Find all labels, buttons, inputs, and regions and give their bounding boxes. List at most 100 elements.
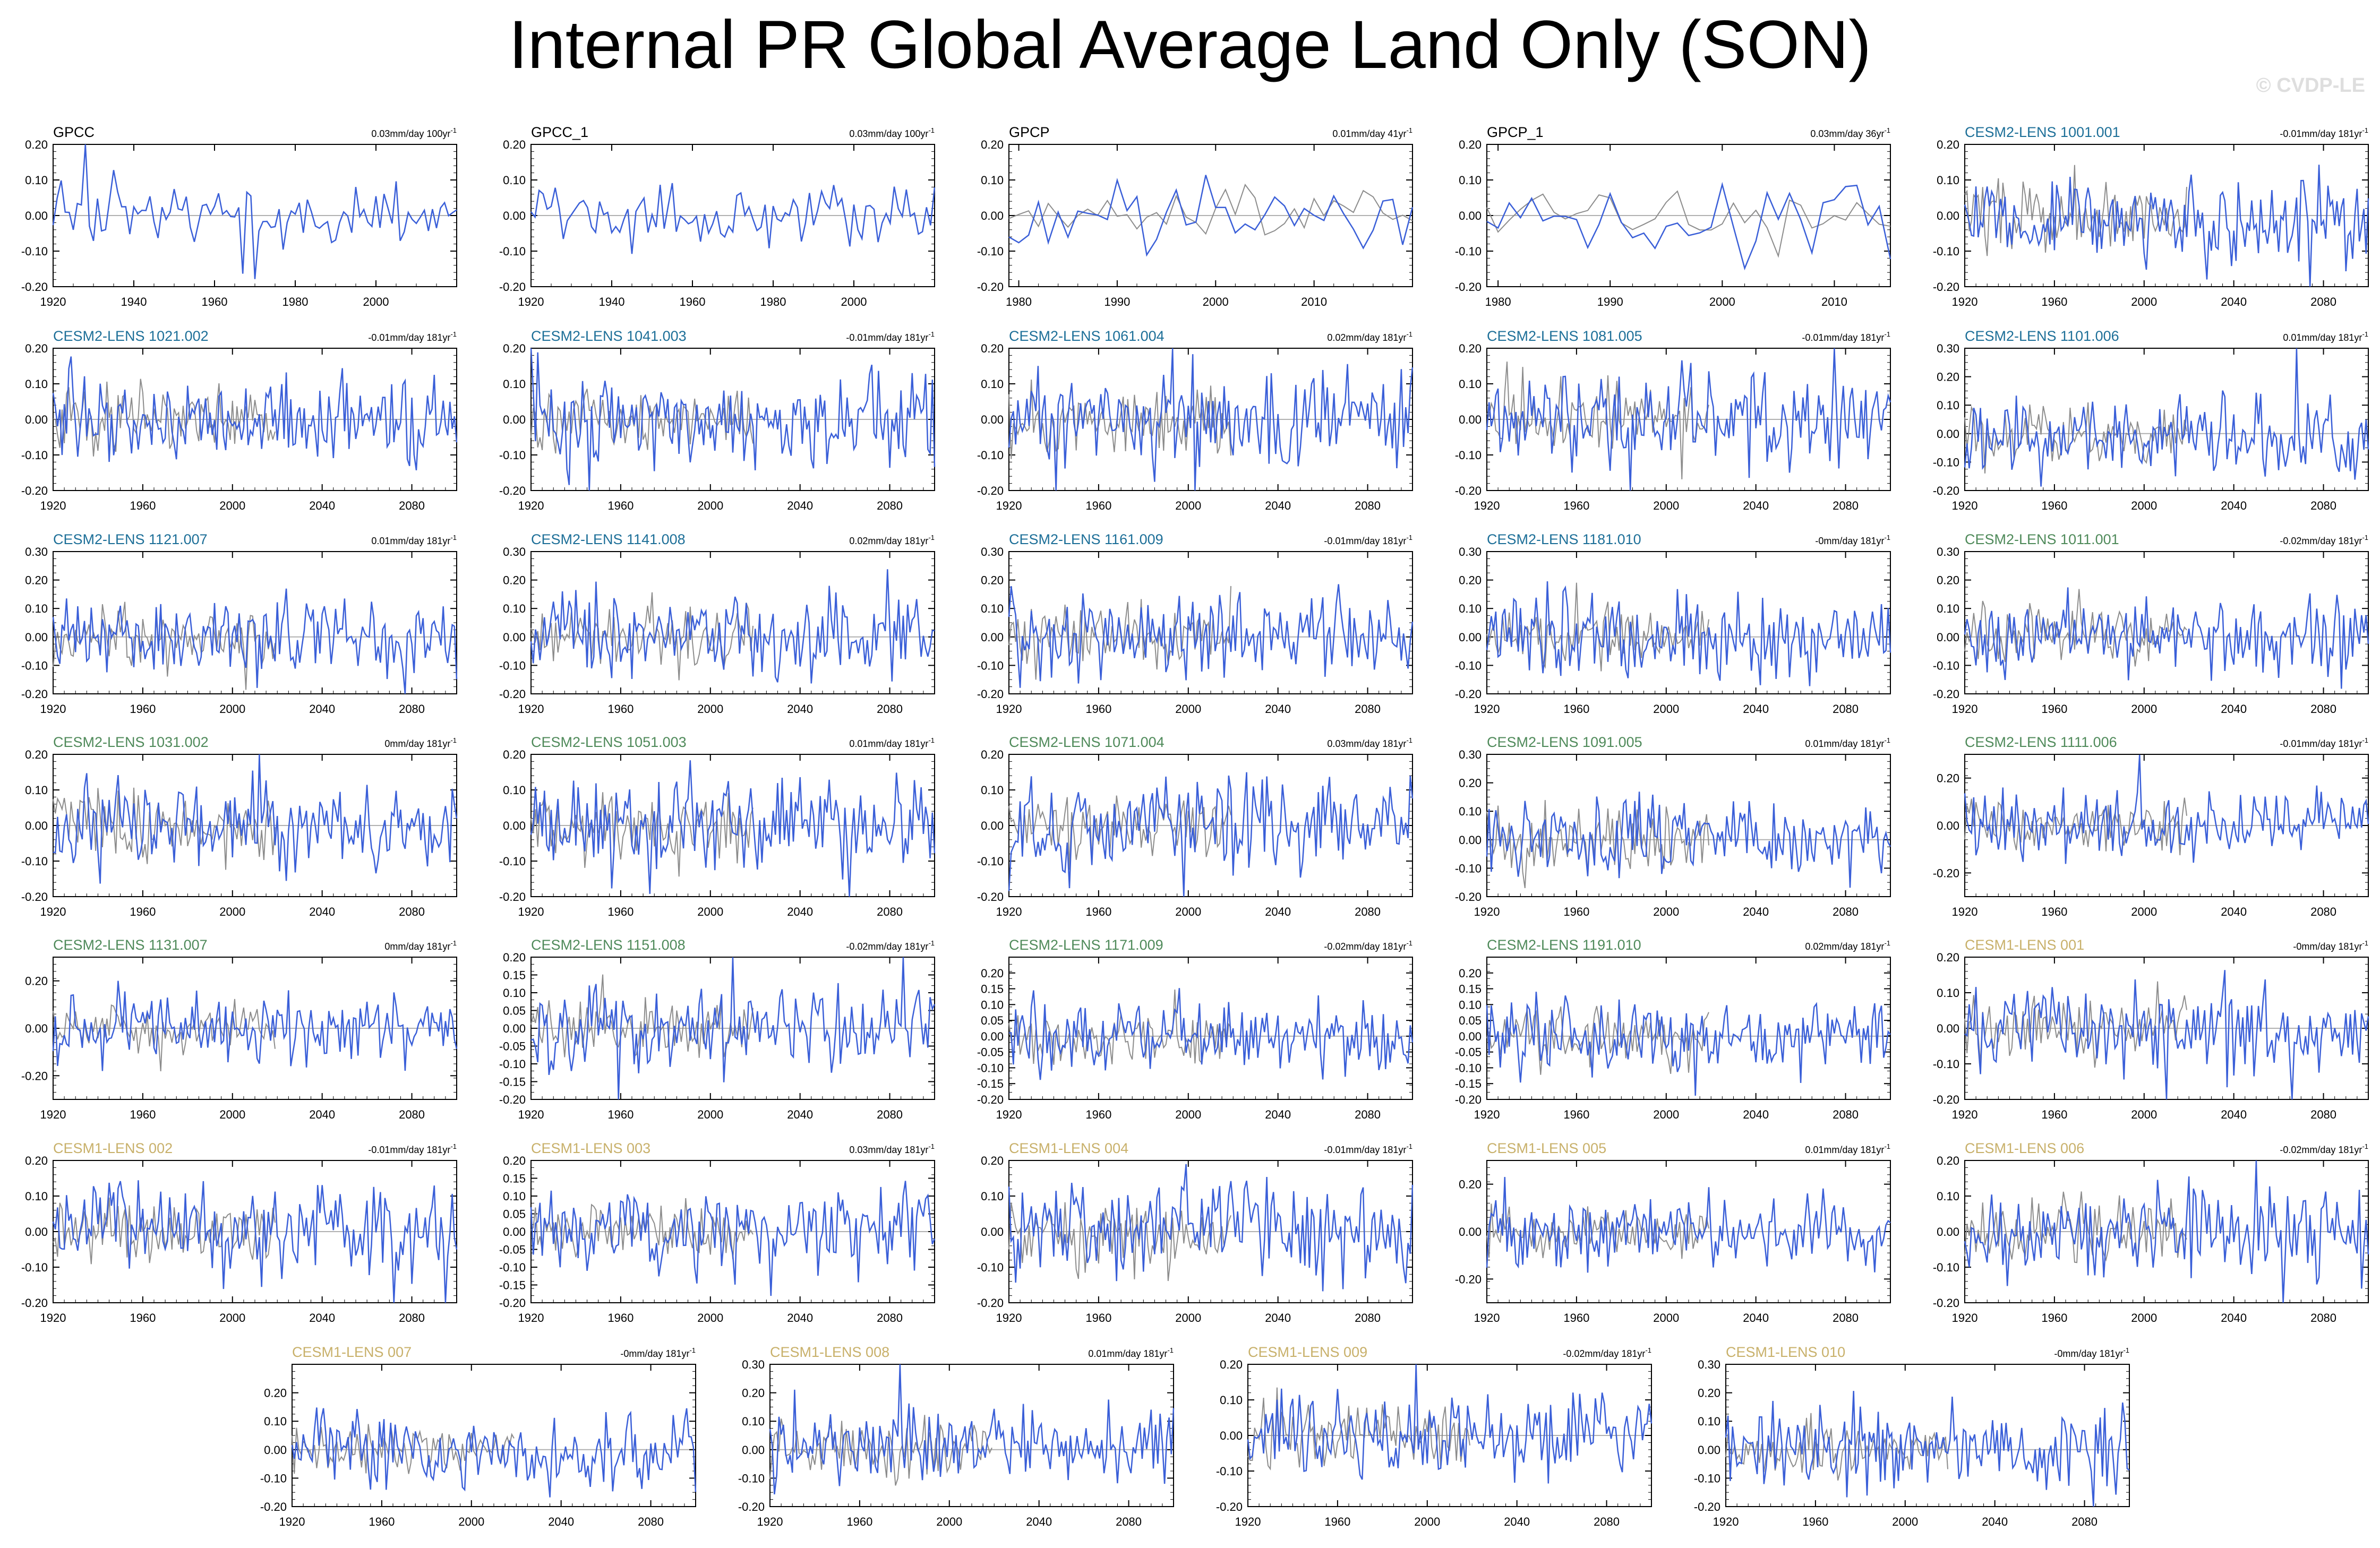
x-tick-label: 2040: [787, 702, 813, 716]
panel-title: CESM2-LENS 1061.004: [1009, 328, 1165, 344]
y-tick-label: 0.20: [25, 138, 48, 151]
x-tick-label: 2080: [2310, 1311, 2336, 1325]
x-tick-label: 1920: [1474, 1108, 1500, 1121]
y-tick-label: -0.10: [1216, 1465, 1243, 1478]
series-line: [1486, 792, 1891, 888]
reference-line: [1008, 795, 1231, 870]
panel-title: GPCP: [1009, 124, 1050, 140]
y-tick-label: -0.10: [499, 245, 526, 258]
panel-title: CESM2-LENS 1121.007: [53, 531, 208, 547]
y-tick-label: -0.05: [977, 1046, 1004, 1059]
y-tick-label: -0.10: [977, 1061, 1004, 1074]
y-tick-label: 0.30: [1459, 748, 1482, 761]
chart-panel: 0.20 0.15 0.10 0.05 0.00 -0.05 -0.10 -0.15 -0.20…: [977, 937, 1414, 1121]
x-tick-label: 2080: [638, 1515, 664, 1528]
x-tick-label: 1920: [518, 905, 544, 918]
x-tick-label: 1960: [2041, 702, 2067, 716]
x-tick-label: 1960: [607, 905, 633, 918]
chart-panel: 0.20 0.00 -0.20 1920 1960 2000 2040 2080 CESM2-L…: [21, 937, 458, 1121]
x-tick-label: 1920: [1952, 702, 1978, 716]
x-tick-label: 2000: [697, 1108, 723, 1121]
x-tick-label: 2000: [219, 905, 245, 918]
y-tick-label: -0.10: [260, 1472, 287, 1485]
panel-title: CESM2-LENS 1191.010: [1487, 937, 1641, 953]
y-tick-label: 0.20: [25, 1154, 48, 1167]
plot-frame: [1486, 957, 1891, 1100]
reference-line: [530, 592, 754, 681]
panel-title: CESM2-LENS 1011.001: [1965, 531, 2119, 547]
x-tick-label: 1920: [40, 1311, 66, 1325]
y-tick-label: 0.10: [25, 602, 48, 615]
y-tick-label: 0.00: [981, 413, 1004, 426]
x-tick-label: 1960: [130, 499, 156, 512]
series-line: [1008, 772, 1414, 897]
trend-label: -0.01mm/day 181yr-1: [368, 1142, 457, 1155]
y-tick-label: -0.10: [1455, 245, 1482, 258]
series-line: [530, 348, 936, 491]
y-tick-label: 0.15: [503, 1172, 526, 1185]
trend-label: 0.01mm/day 181yr-1: [1088, 1346, 1174, 1359]
y-tick-label: 0.00: [1698, 1443, 1720, 1457]
y-tick-label: 0.10: [1937, 602, 1959, 615]
x-tick-label: 2000: [1414, 1515, 1440, 1528]
x-tick-label: 1920: [40, 905, 66, 918]
y-tick-label: 0.10: [1937, 986, 1959, 1000]
x-tick-label: 2080: [1833, 1108, 1859, 1121]
trend-label: -0.01mm/day 181yr-1: [368, 330, 457, 343]
x-tick-label: 1920: [518, 1311, 544, 1325]
x-tick-label: 2080: [399, 1311, 425, 1325]
x-tick-label: 2080: [877, 1311, 903, 1325]
y-tick-label: 0.00: [503, 819, 526, 832]
panel-title: CESM2-LENS 1081.005: [1487, 328, 1642, 344]
y-tick-label: -0.10: [499, 1261, 526, 1274]
trend-label: -0.02mm/day 181yr-1: [1324, 939, 1412, 952]
y-tick-label: 0.30: [742, 1358, 765, 1371]
y-tick-label: -0.20: [499, 687, 526, 701]
x-tick-label: 1960: [1563, 1108, 1589, 1121]
x-tick-label: 2000: [936, 1515, 962, 1528]
y-tick-label: 0.30: [1459, 545, 1482, 558]
y-tick-label: 0.20: [1937, 574, 1959, 587]
y-tick-label: 0.20: [25, 975, 48, 988]
x-tick-label: 2040: [1743, 702, 1769, 716]
x-tick-label: 1960: [1324, 1515, 1350, 1528]
x-tick-label: 1960: [130, 1108, 156, 1121]
x-tick-label: 2000: [841, 295, 867, 308]
x-tick-label: 1960: [130, 702, 156, 716]
x-tick-label: 1960: [607, 499, 633, 512]
panel-title: CESM1-LENS 002: [53, 1140, 173, 1156]
y-tick-label: 0.10: [1459, 602, 1482, 615]
x-tick-label: 1990: [1597, 295, 1623, 308]
series-line: [1486, 348, 1891, 491]
x-tick-label: 1940: [121, 295, 147, 308]
x-tick-label: 1920: [1474, 702, 1500, 716]
x-tick-label: 2000: [2131, 702, 2157, 716]
y-tick-label: 0.10: [981, 377, 1004, 391]
y-tick-label: 0.20: [503, 342, 526, 355]
trend-label: 0.01mm/day 181yr-1: [1805, 1142, 1890, 1155]
y-tick-label: -0.20: [1933, 280, 1959, 294]
trend-label: -0.01mm/day 181yr-1: [846, 330, 935, 343]
y-tick-label: -0.10: [1455, 449, 1482, 462]
y-tick-label: 0.10: [1459, 805, 1482, 818]
y-tick-label: 0.00: [25, 413, 48, 426]
y-tick-label: -0.10: [21, 855, 48, 868]
x-tick-label: 2000: [219, 1108, 245, 1121]
y-tick-label: -0.15: [1455, 1077, 1482, 1090]
y-tick-label: 0.20: [742, 1387, 765, 1400]
x-tick-label: 2040: [309, 702, 335, 716]
trend-label: 0.01mm/day 41yr-1: [1332, 126, 1412, 139]
series-line: [1964, 754, 2369, 864]
y-tick-label: -0.20: [1455, 280, 1482, 294]
x-tick-label: 1920: [40, 499, 66, 512]
x-tick-label: 1920: [1474, 499, 1500, 512]
panel-title: GPCP_1: [1487, 124, 1544, 140]
y-tick-label: 0.00: [981, 209, 1004, 222]
reference-line: [530, 792, 754, 877]
